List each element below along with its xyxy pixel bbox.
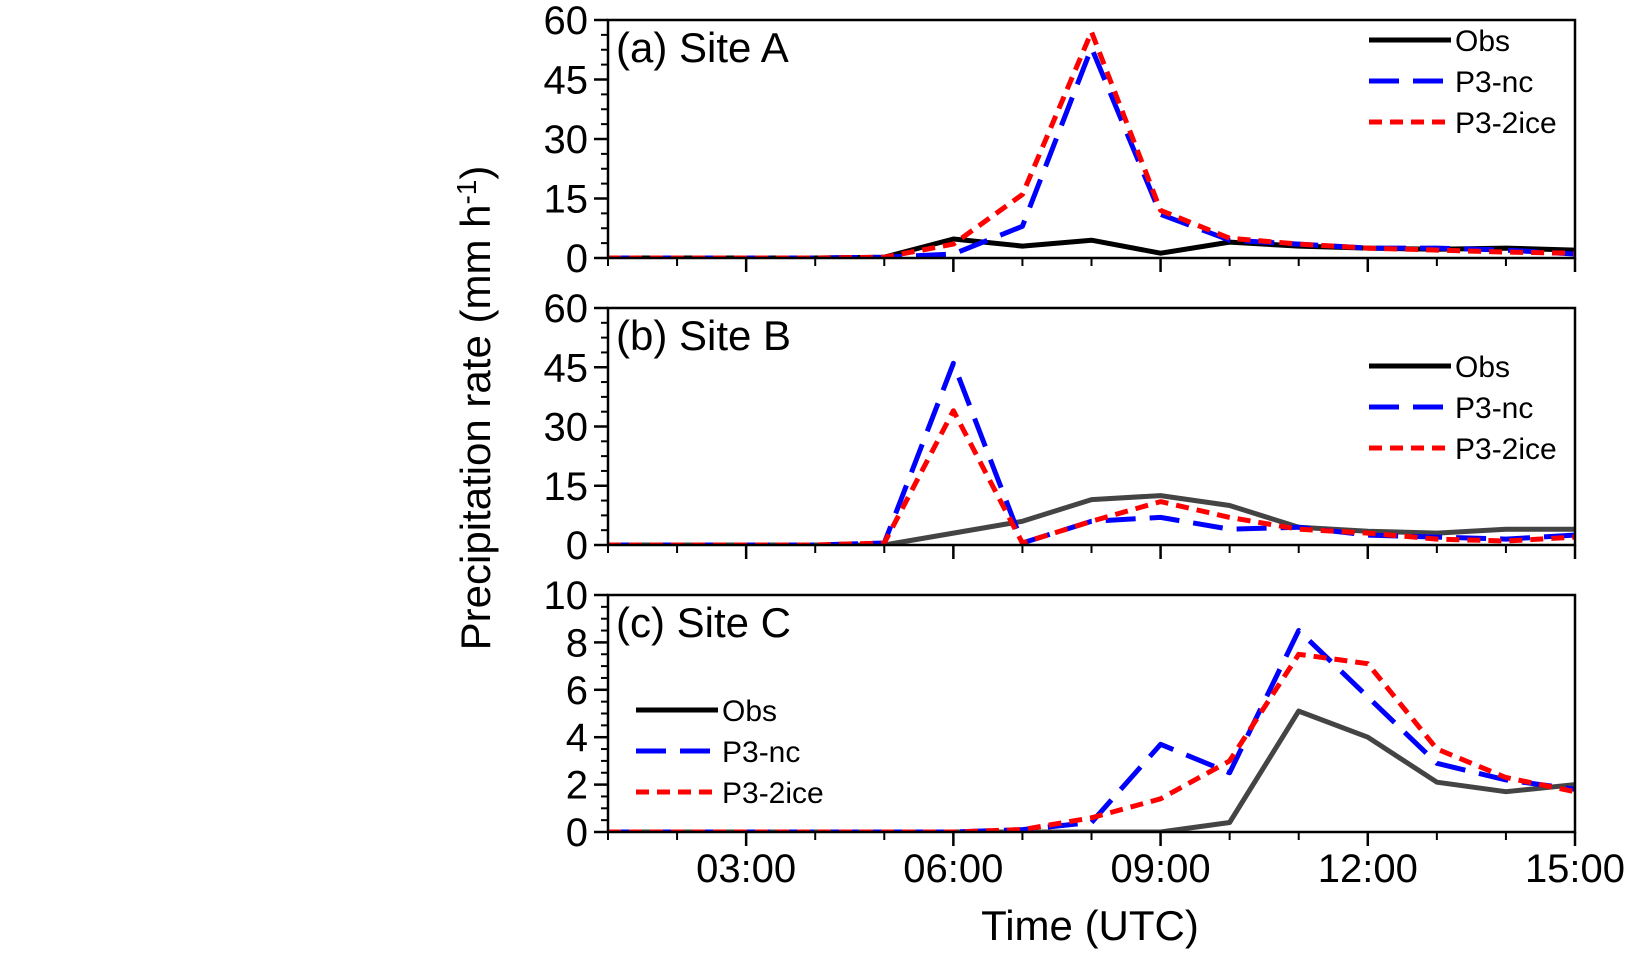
y-axis-title-exponent: -1 <box>451 180 482 205</box>
legend-label: Obs <box>1455 351 1510 384</box>
x-tick-label: 12:00 <box>1318 847 1418 891</box>
y-axis-title: Precipitation rate (mm h-1) <box>451 166 499 651</box>
series-line-p3-nc <box>608 628 1575 832</box>
y-tick-label: 0 <box>566 237 588 281</box>
y-tick-label: 45 <box>544 346 589 390</box>
legend-label: Obs <box>1455 25 1510 58</box>
panel-b: 0 15 30 45 60 (b) Site B Obs P3-nc P3-2ice <box>544 287 1577 568</box>
legend-label: P3-nc <box>1455 392 1533 425</box>
y-axis-title-close: ) <box>452 166 499 180</box>
panel-title: (b) Site B <box>616 312 791 359</box>
series-line-p3-2ice <box>608 408 1575 545</box>
y-tick-label: 30 <box>544 406 589 450</box>
panel-a: 0 15 30 45 60 (a) Site A Obs P3-nc P3-2ice <box>544 0 1577 281</box>
x-tick-label: 15:00 <box>1525 847 1625 891</box>
y-axis-title-main: Precipitation rate (mm h <box>452 205 499 651</box>
x-tick-label: 09:00 <box>1111 847 1211 891</box>
x-tick-label: 06:00 <box>903 847 1003 891</box>
y-tick-label: 4 <box>566 716 588 760</box>
y-tick-label: 8 <box>566 621 588 665</box>
y-tick-label: 60 <box>544 0 589 43</box>
legend-label: P3-2ice <box>1455 107 1557 140</box>
x-axis-title: Time (UTC) <box>981 902 1199 949</box>
y-tick-label: 6 <box>566 669 588 713</box>
series-line-p3-nc <box>608 360 1575 545</box>
panel-title: (a) Site A <box>616 24 789 71</box>
legend-label: P3-nc <box>1455 66 1533 99</box>
legend-label: P3-2ice <box>1455 433 1557 466</box>
y-tick-label: 10 <box>544 574 589 618</box>
y-tick-label: 0 <box>566 524 588 568</box>
y-tick-label: 15 <box>544 465 589 509</box>
y-tick-label: 15 <box>544 178 589 222</box>
series-line-p3-2ice <box>608 651 1575 832</box>
y-tick-label: 60 <box>544 287 589 331</box>
legend-label: Obs <box>722 695 777 728</box>
series-line-obs <box>608 493 1575 545</box>
legend-label: P3-2ice <box>722 777 824 810</box>
legend-label: P3-nc <box>722 736 800 769</box>
y-tick-label: 30 <box>544 118 589 162</box>
y-tick-label: 2 <box>566 764 588 808</box>
series-line-obs <box>608 708 1575 832</box>
y-tick-label: 0 <box>566 811 588 855</box>
series-line-p3-2ice <box>608 29 1575 258</box>
y-tick-label: 45 <box>544 59 589 103</box>
panel-title: (c) Site C <box>616 599 791 646</box>
x-tick-label: 03:00 <box>696 847 796 891</box>
